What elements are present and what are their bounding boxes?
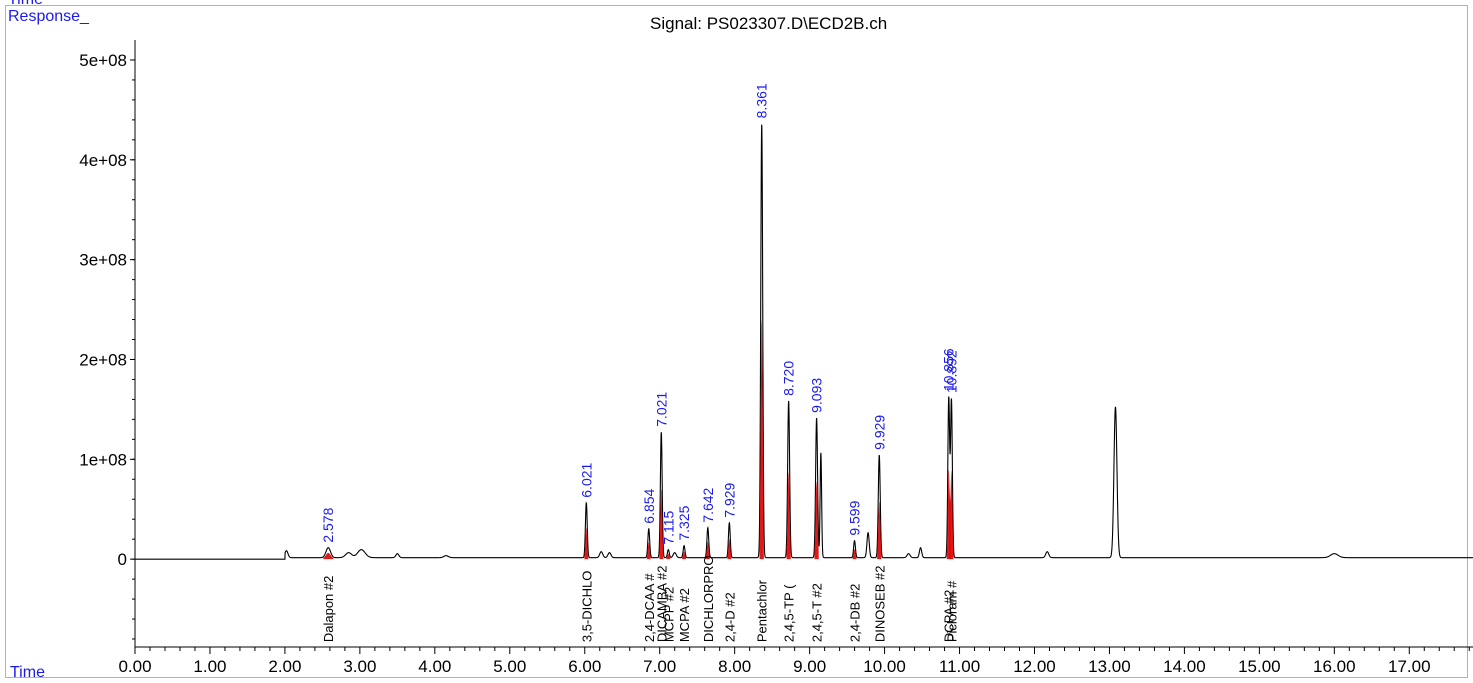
y-tick-label: 5e+08: [79, 51, 127, 70]
peak-rt-label: 7.642: [700, 487, 716, 522]
compound-label: MCPP #2: [661, 587, 676, 642]
x-tick-label: 11.00: [939, 657, 980, 676]
y-tick-label: 4e+08: [79, 151, 127, 170]
compound-label: 2,4-DCAA #: [642, 573, 657, 642]
peak-integration-9.599: [852, 548, 857, 560]
peak-rt-label: 7.115: [660, 510, 676, 544]
chromatogram-frame: [5, 5, 1468, 678]
x-tick-label: 5.00: [493, 657, 526, 676]
peak-integration-2.578: [323, 552, 334, 560]
compound-label: 2,4-D #2: [722, 592, 737, 642]
peak-labels-group: 2.578 Dalapon #2 6.021 3,5-DICHLO 6.854 2,4-D…: [320, 83, 959, 642]
y-tick-label: 1e+08: [79, 450, 127, 469]
peak-integration-8.361: [759, 319, 764, 560]
x-tick-label: 0.00: [118, 657, 151, 676]
x-tick-label: 13.00: [1088, 657, 1131, 676]
peak-rt-label: 6.021: [578, 462, 594, 497]
peak-rt-label: 7.325: [676, 505, 692, 540]
x-tick-label: 12.00: [1013, 657, 1056, 676]
axes-group: 0 1e+08 2e+08 3e+08 4e+08 5e+08 0.00 1.00 2.00 3.…: [79, 40, 1473, 676]
x-tick-label: 9.00: [793, 657, 826, 676]
peak-integration-9.929: [877, 501, 882, 560]
peak-integration-10.892: [949, 470, 954, 560]
x-tick-label: 4.00: [418, 657, 451, 676]
compound-label: 2,4,5-T #2: [810, 583, 825, 642]
x-tick-label: 14.00: [1163, 657, 1206, 676]
x-tick-label: 15.00: [1238, 657, 1281, 676]
compound-label: Picloram #: [944, 580, 959, 642]
x-tick-label: 8.00: [718, 657, 751, 676]
compound-label: Pentachlor: [755, 579, 770, 642]
compound-label: DCPA #2: [942, 590, 957, 643]
response-axis-label: Response_: [8, 8, 89, 25]
x-tick-label: 17.00: [1388, 657, 1431, 676]
peak-rt-label: 7.929: [721, 482, 737, 517]
time-label-top: Time: [8, 0, 43, 9]
peak-rt-label: 9.093: [809, 378, 825, 413]
peak-integration-9.093: [814, 481, 819, 560]
compound-label: DICAMBA #2: [654, 566, 669, 643]
y-tick-label: 2e+08: [79, 350, 127, 369]
y-tick-label: 3e+08: [79, 251, 127, 270]
peak-rt-label: 6.854: [641, 488, 657, 523]
compound-label: 2,4,5-TP (: [782, 584, 797, 642]
peak-rt-label: 10.856: [941, 348, 957, 391]
peak-integration-7.115: [666, 553, 671, 560]
compound-label: DINOSEB #2: [872, 566, 887, 643]
peak-integration-6.854: [646, 542, 651, 560]
time-axis-label: Time: [10, 664, 45, 681]
compound-label: 2,4-DB #2: [848, 584, 863, 643]
x-tick-label: 1.00: [193, 657, 226, 676]
peak-rt-label: 8.720: [781, 361, 797, 396]
x-tick-label: 2.00: [268, 657, 301, 676]
peak-integration-7.929: [727, 539, 732, 560]
x-tick-label: 3.00: [343, 657, 376, 676]
peak-rt-label: 10.892: [943, 350, 959, 393]
compound-label: MCPA #2: [677, 588, 692, 642]
compound-label: Dalapon #2: [321, 576, 336, 643]
marks-group: [135, 124, 1473, 560]
peak-rt-label: 2.578: [320, 507, 336, 542]
peak-integration-7.021: [659, 489, 664, 560]
signal-trace: [135, 124, 1473, 560]
signal-title: Signal: PS023307.D\ECD2B.ch: [650, 14, 888, 33]
x-tick-label: 16.00: [1313, 657, 1356, 676]
y-tick-label: 0: [118, 550, 127, 569]
peak-integration-7.642: [705, 541, 710, 560]
peak-rt-label: 9.929: [871, 415, 887, 450]
x-tick-label: 10.00: [863, 657, 906, 676]
peak-integration-6.021: [584, 528, 589, 560]
x-tick-label: 6.00: [568, 657, 601, 676]
peak-integration-8.720: [786, 472, 791, 560]
compound-label: 3,5-DICHLO: [579, 571, 594, 643]
peak-rt-label: 8.361: [754, 83, 770, 118]
compound-label: DICHLORPRO: [701, 555, 716, 642]
x-tick-label: 7.00: [643, 657, 676, 676]
peak-integration-7.325: [682, 551, 687, 560]
peak-rt-label: 7.021: [653, 392, 669, 427]
peak-rt-label: 9.599: [847, 500, 863, 535]
